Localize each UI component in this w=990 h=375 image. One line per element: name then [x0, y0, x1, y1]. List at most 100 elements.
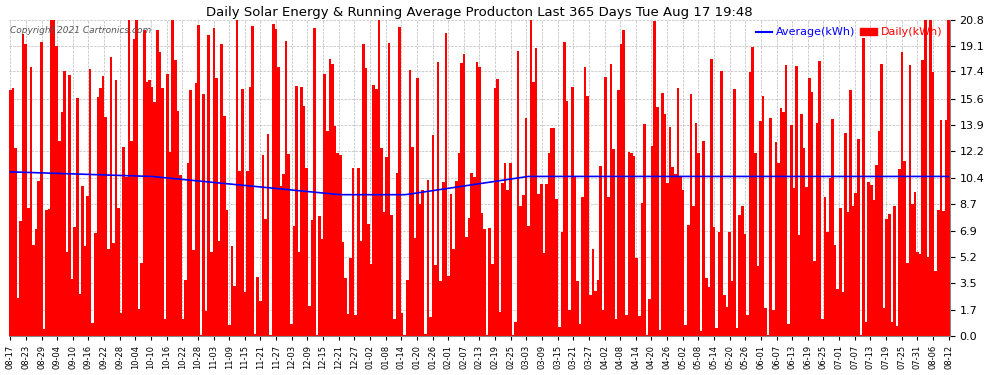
Bar: [22, 34, 25, 336]
Bar: [607, 197, 610, 336]
Bar: [821, 320, 824, 336]
Bar: [862, 38, 865, 336]
Bar: [321, 239, 324, 336]
Bar: [192, 250, 195, 336]
Bar: [146, 82, 148, 336]
Bar: [455, 181, 457, 336]
Bar: [375, 88, 377, 336]
Bar: [447, 276, 449, 336]
Bar: [875, 165, 878, 336]
Bar: [403, 335, 406, 336]
Bar: [852, 206, 854, 336]
Bar: [223, 116, 226, 336]
Bar: [346, 314, 349, 336]
Bar: [930, 20, 932, 336]
Bar: [774, 142, 777, 336]
Bar: [231, 246, 234, 336]
Bar: [909, 64, 911, 336]
Bar: [904, 161, 906, 336]
Bar: [71, 279, 73, 336]
Bar: [813, 261, 816, 336]
Bar: [731, 281, 734, 336]
Bar: [48, 210, 50, 336]
Bar: [279, 186, 282, 336]
Bar: [625, 315, 628, 336]
Bar: [153, 102, 156, 336]
Bar: [362, 44, 364, 336]
Bar: [803, 148, 806, 336]
Bar: [896, 326, 898, 336]
Bar: [501, 183, 504, 336]
Bar: [414, 238, 416, 336]
Bar: [530, 20, 533, 336]
Bar: [308, 306, 311, 336]
Bar: [60, 112, 63, 336]
Bar: [767, 335, 769, 336]
Bar: [800, 114, 803, 336]
Bar: [676, 87, 679, 336]
Bar: [666, 183, 669, 336]
Bar: [658, 330, 661, 336]
Bar: [78, 294, 81, 336]
Bar: [576, 282, 579, 336]
Bar: [687, 225, 689, 336]
Bar: [460, 63, 462, 336]
Bar: [893, 206, 896, 336]
Bar: [615, 319, 618, 336]
Bar: [345, 278, 346, 336]
Bar: [102, 75, 104, 336]
Bar: [409, 70, 411, 336]
Bar: [367, 224, 370, 336]
Bar: [538, 194, 540, 336]
Bar: [364, 68, 367, 336]
Bar: [633, 156, 636, 336]
Bar: [324, 75, 326, 336]
Bar: [708, 287, 710, 336]
Bar: [9, 90, 12, 336]
Bar: [504, 163, 507, 336]
Bar: [684, 325, 687, 336]
Bar: [645, 335, 648, 336]
Bar: [849, 90, 852, 336]
Bar: [581, 197, 584, 336]
Bar: [354, 315, 357, 336]
Bar: [756, 266, 759, 336]
Bar: [76, 98, 78, 336]
Bar: [473, 177, 475, 336]
Bar: [527, 226, 530, 336]
Bar: [256, 278, 259, 336]
Bar: [99, 88, 102, 336]
Bar: [182, 319, 184, 336]
Bar: [891, 322, 893, 336]
Bar: [746, 315, 748, 336]
Title: Daily Solar Energy & Running Average Producton Last 365 Days Tue Aug 17 19:48: Daily Solar Energy & Running Average Pro…: [206, 6, 752, 18]
Bar: [826, 232, 829, 336]
Bar: [247, 171, 248, 336]
Bar: [682, 190, 684, 336]
Bar: [236, 20, 239, 336]
Bar: [141, 263, 143, 336]
Bar: [27, 209, 30, 336]
Bar: [584, 67, 586, 336]
Bar: [478, 67, 481, 336]
Bar: [440, 281, 443, 336]
Bar: [718, 232, 721, 336]
Bar: [120, 313, 123, 336]
Bar: [156, 30, 158, 336]
Bar: [729, 232, 731, 336]
Bar: [332, 64, 334, 336]
Bar: [171, 20, 174, 336]
Bar: [906, 264, 909, 336]
Bar: [790, 125, 793, 336]
Bar: [298, 252, 300, 336]
Bar: [842, 292, 844, 336]
Bar: [880, 64, 883, 336]
Bar: [215, 78, 218, 336]
Bar: [251, 26, 253, 336]
Bar: [20, 220, 22, 336]
Bar: [927, 256, 930, 336]
Bar: [221, 44, 223, 336]
Bar: [780, 108, 782, 336]
Bar: [563, 42, 565, 336]
Bar: [878, 131, 880, 336]
